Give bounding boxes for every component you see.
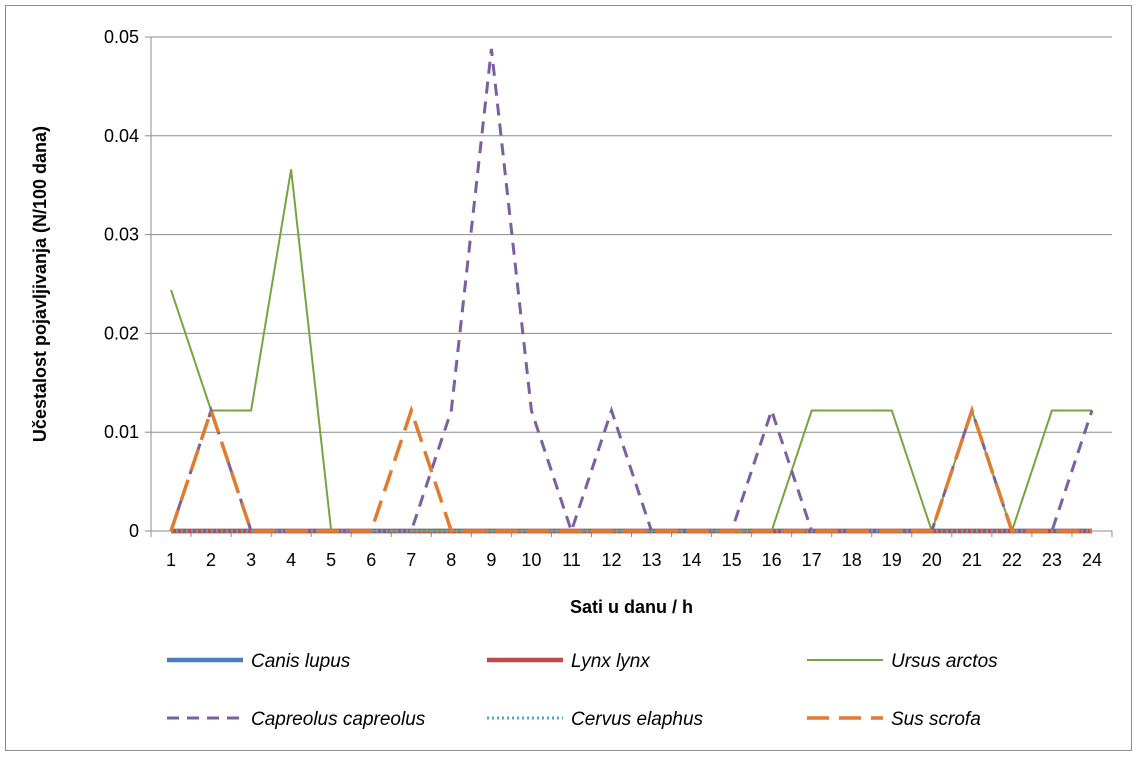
x-tick-label: 12 <box>601 550 621 570</box>
legend: Canis lupus Lynx lynx Ursus arctos Capreolu… <box>167 651 998 730</box>
x-tick-label: 11 <box>562 550 581 570</box>
gridlines <box>145 36 1112 532</box>
x-tick-label: 17 <box>802 550 822 570</box>
x-axis-title: Sati u danu / h <box>570 597 693 617</box>
y-tick-label: 0.03 <box>104 225 139 245</box>
x-tick-label: 3 <box>246 550 256 570</box>
x-tick-label: 22 <box>1002 550 1022 570</box>
series-line-sus-scrofa <box>169 404 1092 533</box>
y-tick-label: 0.04 <box>104 126 139 146</box>
legend-label: Capreolus capreolus <box>251 709 426 730</box>
axes <box>150 37 1113 537</box>
y-tick-label: 0.01 <box>104 422 139 442</box>
x-tick-label: 19 <box>882 550 902 570</box>
y-tick-labels: 0 0.01 0.02 0.03 0.04 0.05 <box>104 27 139 541</box>
legend-label: Lynx lynx <box>571 651 651 672</box>
legend-label: Cervus elaphus <box>571 709 704 730</box>
x-tick-label: 15 <box>722 550 742 570</box>
series-line-ursus-arctos <box>170 169 1092 535</box>
x-tick-label: 1 <box>166 550 176 570</box>
x-tick-labels: 1 2 3 4 5 6 7 8 9 10 11 12 13 14 15 16 17 18 19 20 21 22 23 24 <box>166 550 1102 570</box>
legend-label: Canis lupus <box>251 651 351 672</box>
x-tick-label: 16 <box>762 550 782 570</box>
x-tick-label: 23 <box>1042 550 1062 570</box>
legend-label: Sus scrofa <box>891 709 981 730</box>
legend-label: Ursus arctos <box>891 651 998 672</box>
x-tick-label: 8 <box>446 550 456 570</box>
x-tick-label: 9 <box>486 550 496 570</box>
x-tick-label: 10 <box>521 550 541 570</box>
y-axis-title: Učestalost pojavljivanja (N/100 dana) <box>30 126 50 442</box>
y-tick-label: 0.02 <box>104 323 139 343</box>
x-tick-label: 2 <box>206 550 216 570</box>
x-tick-label: 18 <box>842 550 862 570</box>
x-tick-label: 24 <box>1082 550 1102 570</box>
x-tick-label: 7 <box>406 550 416 570</box>
y-tick-label: 0 <box>129 521 139 541</box>
x-tick-label: 4 <box>286 550 296 570</box>
chart-frame <box>5 5 1132 751</box>
x-tick-label: 14 <box>682 550 702 570</box>
x-tick-label: 13 <box>642 550 662 570</box>
x-tick-label: 5 <box>326 550 336 570</box>
y-tick-label: 0.05 <box>104 27 139 47</box>
x-tick-label: 20 <box>922 550 942 570</box>
x-tick-label: 21 <box>962 550 982 570</box>
series-lines <box>169 48 1094 536</box>
x-tick-label: 6 <box>366 550 376 570</box>
series-line-capreolus-capreolus <box>169 48 1094 536</box>
